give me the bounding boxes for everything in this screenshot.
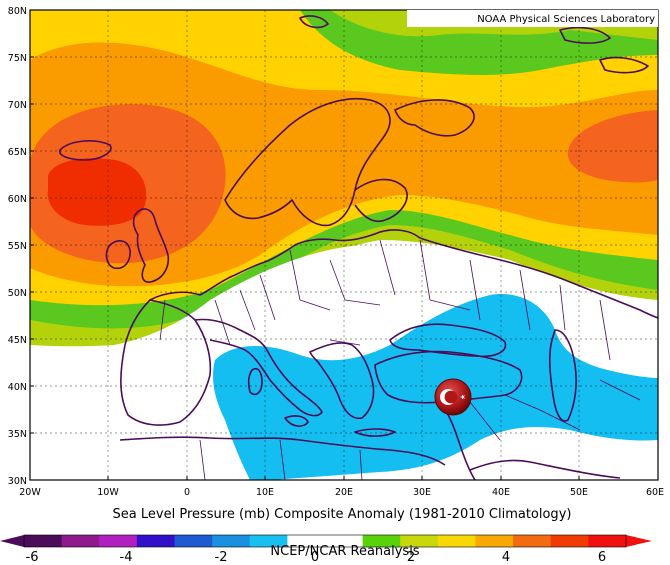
colorbar-segment — [550, 535, 589, 547]
colorbar-segment — [513, 535, 552, 547]
colorbar-tick-label: -4 — [120, 550, 133, 565]
colorbar-segment — [174, 535, 213, 547]
lat-label: 60N — [8, 194, 27, 205]
latitude-labels: 80N 75N 70N 65N 60N 55N 50N 45N 40N 35N … — [8, 6, 27, 487]
colorbar-segment — [400, 535, 439, 547]
colorbar-tick-label: 2 — [407, 550, 415, 565]
map-title: Sea Level Pressure (mb) Composite Anomal… — [113, 507, 572, 522]
lon-label: 30E — [413, 487, 431, 498]
coastlines — [59, 15, 658, 480]
lat-label: 50N — [8, 288, 27, 299]
colorbar-tick-label: 6 — [598, 550, 606, 565]
lon-label: 60E — [646, 487, 664, 498]
country-borders — [159, 239, 641, 480]
lon-label: 50E — [570, 487, 588, 498]
lon-label: 10W — [97, 487, 119, 498]
credit-box — [407, 10, 658, 27]
colorbar-segments — [24, 535, 627, 547]
colorbar-segment — [588, 535, 627, 547]
colorbar-left-triangle — [0, 535, 24, 547]
anomaly-band-red — [47, 158, 147, 226]
lat-label: 70N — [8, 100, 27, 111]
lat-label: 80N — [8, 6, 27, 17]
colorbar-segment — [325, 535, 364, 547]
colorbar-segment — [437, 535, 477, 547]
colorbar-right-triangle — [626, 535, 652, 547]
colorbar-tick-label: 0 — [311, 550, 319, 565]
colorbar-outline — [23, 534, 627, 548]
colorbar-segment — [287, 535, 326, 547]
colorbar-segment — [61, 535, 100, 547]
lon-label: 20E — [335, 487, 353, 498]
lat-label: 30N — [8, 476, 27, 487]
footer-text: NCEP/NCAR Reanalysis — [270, 544, 419, 559]
colorbar-tick-label: 4 — [502, 550, 510, 565]
longitude-labels: 20W 10W 0 10E 20E 30E 40E 50E 60E — [19, 487, 664, 498]
colorbar-segment — [136, 535, 176, 547]
lat-label: 75N — [8, 53, 27, 64]
colorbar-segment — [99, 535, 138, 547]
lat-label: 45N — [8, 335, 27, 346]
colorbar-tick-label: -2 — [215, 550, 228, 565]
colorbar-segment — [212, 535, 251, 547]
colorbar-tick-label: -6 — [26, 550, 39, 565]
axis-ticks — [30, 9, 580, 480]
colorbar-labels: -6 -4 -2 0 2 4 6 — [26, 550, 607, 565]
colorbar-segment — [24, 535, 63, 547]
colorbar-segment — [249, 535, 288, 547]
lon-label: 0 — [184, 487, 190, 498]
turkey-flag-marker — [434, 378, 472, 416]
lat-label: 35N — [8, 429, 27, 440]
credit-text: NOAA Physical Sciences Laboratory — [477, 14, 655, 25]
lon-label: 10E — [256, 487, 274, 498]
anomaly-band-red-orange-east — [567, 110, 658, 183]
lat-label: 65N — [8, 147, 27, 158]
lon-label: 40E — [492, 487, 510, 498]
colorbar-segment — [475, 535, 514, 547]
lat-label: 40N — [8, 382, 27, 393]
anomaly-band-light-blue — [213, 294, 658, 480]
colorbar-segment — [362, 535, 401, 547]
colorbar — [0, 534, 652, 548]
lon-label: 20W — [19, 487, 41, 498]
graticule — [30, 10, 658, 480]
lat-label: 55N — [8, 241, 27, 252]
